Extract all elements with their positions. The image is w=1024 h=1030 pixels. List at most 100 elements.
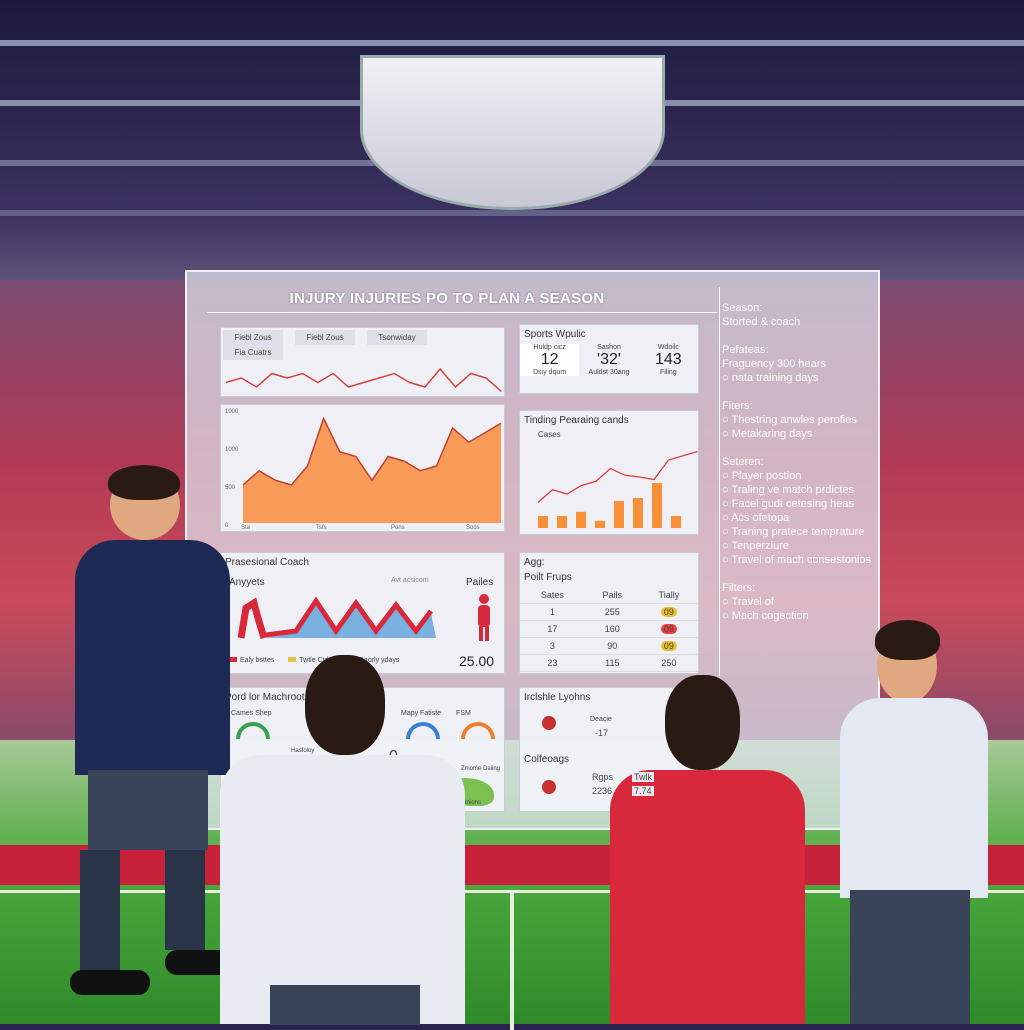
trend-bar — [557, 516, 567, 528]
shorts — [850, 890, 970, 1024]
gauge-label: Mapy Fatiste — [401, 710, 442, 717]
cell-value: 160 — [604, 624, 620, 634]
filter-label: Storted & coach — [722, 316, 801, 328]
coach-subtitle: Anyyets — [229, 577, 265, 588]
list-title: Irclshle Lyohns — [524, 692, 591, 703]
cell-value: 23 — [547, 658, 558, 668]
red-line — [265, 596, 433, 638]
table-cell: 09 — [639, 620, 698, 638]
map-label: Zmome Daling — [461, 766, 501, 772]
filter-item[interactable]: ○ Facel gudt cetesing heas — [722, 497, 872, 511]
sports-widget: Sports Wpulic Huldp cicz 12 Dsiy dqum Sasho… — [519, 324, 699, 394]
cell-value: 255 — [604, 607, 620, 617]
table-cell: 1 — [520, 603, 585, 621]
filters-sidebar: Season: Storted & coach Pefateas: Fraguency… — [722, 287, 872, 623]
filter-item[interactable]: ○ Tenperziure — [722, 539, 872, 553]
legend-swatch — [288, 657, 297, 662]
filter-label: Fraguency 300 hears — [722, 358, 826, 370]
shorts — [270, 985, 420, 1025]
cell-value: 3 — [549, 641, 555, 651]
filter-label: Thestring anwles perofies — [731, 414, 857, 426]
coach-side-label: Pailes — [466, 577, 494, 588]
filter-item[interactable]: ○ nata training days — [722, 371, 872, 385]
table-header: Tially — [639, 587, 698, 604]
filter-item[interactable]: ○ Travel of — [722, 595, 872, 609]
bullet-icon: ○ — [722, 498, 732, 510]
trend-card: Tinding Pearaing cands Cases — [519, 410, 699, 535]
y-tick: 1000 — [225, 409, 239, 415]
filter-item[interactable]: ○ Metakaring days — [722, 427, 872, 441]
head — [665, 675, 740, 770]
age-title: Agg: — [524, 557, 545, 568]
col-value: 7.74 — [632, 786, 654, 796]
trend-bar — [671, 516, 681, 528]
filter-heading: Filters: — [722, 582, 755, 594]
widget-title: Sports Wpulic — [524, 329, 586, 340]
bullet-icon: ○ — [722, 372, 732, 384]
trend-bar — [576, 511, 586, 528]
stat-tile: Sashon '32' Auldst 30ang — [579, 344, 638, 376]
hair — [108, 465, 180, 500]
table-cell: 160 — [584, 620, 640, 638]
table-cell: 255 — [584, 603, 640, 621]
trend-line — [537, 450, 698, 503]
filter-item[interactable]: ○ Travel of mach consestonios — [722, 553, 872, 567]
stat-sub: Dsiy dqum — [533, 369, 567, 376]
tab[interactable]: Tsonwiday — [367, 330, 427, 345]
trend-bar — [538, 516, 548, 528]
trend-chart — [537, 450, 698, 528]
table-cell: 90 — [584, 637, 640, 655]
filter-item[interactable]: Storted & coach — [722, 315, 872, 329]
cell-value: 115 — [605, 658, 620, 668]
y-tick: 1000 — [225, 447, 239, 453]
gauge-icon — [236, 722, 270, 739]
filter-label: Travel of — [731, 596, 774, 608]
player-icon — [478, 594, 490, 641]
filter-heading: Fiters: — [722, 400, 753, 412]
stat-tile: Huldp cicz 12 Dsiy dqum — [520, 344, 580, 376]
filter-item[interactable]: ○ Traning pratece temprature — [722, 525, 872, 539]
filter-heading: Season: — [722, 302, 763, 314]
coach-card: Prasesional Coach Anyyets Avt acsicom Pa… — [220, 552, 505, 674]
tab[interactable]: Fia Cuatrs — [223, 345, 283, 360]
area-line — [242, 416, 502, 486]
filter-item[interactable]: ○ Player postion — [722, 469, 872, 483]
filter-label: nata training days — [731, 372, 819, 384]
match-title: Pord lor Machroot — [225, 692, 305, 703]
filter-label: Player postion — [731, 470, 802, 482]
table-cell: 09 — [639, 603, 698, 621]
gauge-label: FSM — [456, 710, 471, 717]
table-cell: 115 — [584, 654, 640, 672]
map-label: Etnions — [461, 800, 482, 806]
divider — [719, 287, 720, 817]
filter-label: Acs ofetopa — [731, 512, 790, 524]
area-fill — [243, 418, 501, 523]
stadium-roof — [0, 0, 1024, 300]
col-header: Twlk — [632, 772, 654, 782]
filter-item[interactable]: ○ Thestring anwles perofies — [722, 413, 872, 427]
trend-bar — [652, 483, 662, 528]
gauge-label: Cames Shep — [231, 710, 272, 717]
divider — [207, 312, 717, 313]
cell-value: 09 — [660, 624, 677, 634]
stat-value: '32' — [597, 351, 621, 368]
cell-value: 90 — [607, 641, 618, 651]
filter-item[interactable]: Fraguency 300 hears — [722, 357, 872, 371]
tab[interactable]: Fiebl Zous — [223, 330, 283, 345]
wave-chart — [225, 367, 502, 393]
pitch-line — [510, 890, 514, 1030]
legend-label: Ealy bsttes — [240, 657, 275, 664]
tab[interactable]: Fiebl Zous — [295, 330, 355, 345]
hair — [875, 620, 940, 660]
table-cell: 09 — [639, 637, 698, 655]
filter-item[interactable]: ○ Traling ve match prdictes — [722, 483, 872, 497]
filter-heading: Pefateas: — [722, 344, 769, 356]
cell-value: 17 — [547, 624, 558, 634]
filter-item[interactable]: ○ Mach cogection — [722, 609, 872, 623]
table-row: 23 115 250 — [520, 654, 698, 672]
filter-item[interactable]: ○ Acs ofetopa — [722, 511, 872, 525]
stat-value: 12 — [540, 351, 559, 368]
list-row-value: -17 — [595, 728, 609, 738]
dashboard-title: INJURY INJURIES PO TO PLAN A SEASON — [289, 290, 605, 307]
shirt — [220, 755, 465, 1024]
